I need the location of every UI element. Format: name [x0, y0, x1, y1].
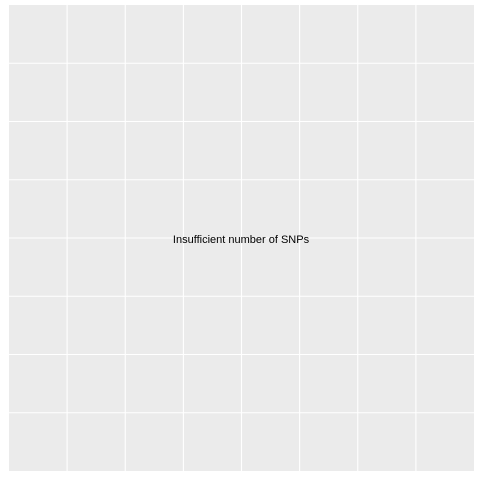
empty-plot-message: Insufficient number of SNPs [173, 234, 310, 246]
grid-lines [9, 5, 474, 471]
